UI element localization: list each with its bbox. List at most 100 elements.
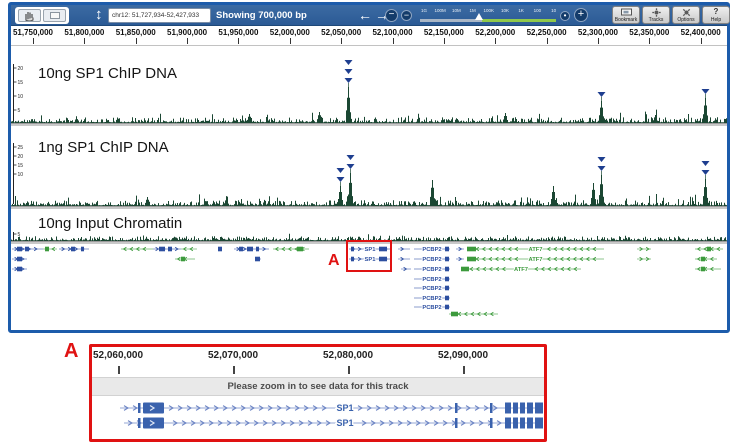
vertical-resize-icon[interactable]: ↕ (95, 6, 103, 23)
help-button[interactable]: ? Help (702, 6, 730, 24)
slider-thumb[interactable] (475, 13, 483, 20)
gene-glyph[interactable] (12, 266, 27, 272)
zoom-scale-label: 1K (518, 8, 524, 13)
select-tool-button[interactable] (43, 9, 66, 22)
track-signal-2[interactable]: 25 20 15 10 (11, 133, 727, 209)
gene-glyph-pcbp2[interactable]: PCBP2 (414, 266, 450, 274)
gene-glyph[interactable] (181, 246, 197, 252)
gene-glyph-sp1[interactable]: SP1 (349, 246, 391, 254)
svg-text:PCBP2: PCBP2 (422, 257, 441, 263)
coordinate-ruler[interactable]: 51,750,000 51,800,000 51,850,000 51,900,000… (11, 26, 727, 46)
track-y-axis: 20 15 10 5 (13, 64, 24, 121)
gene-glyph[interactable] (637, 246, 651, 252)
pan-left-arrow[interactable]: ← (358, 7, 372, 23)
gene-glyph-pcbp2[interactable]: PCBP2 (414, 246, 450, 254)
inset-gene-sp1: SP1 (124, 417, 543, 430)
zoom-scale-label: 1G (420, 8, 427, 13)
ruler-tick-label: 51,850,000 (115, 28, 156, 37)
svg-text:PCBP2: PCBP2 (422, 305, 441, 311)
peak-marker (344, 69, 353, 74)
hand-icon (25, 12, 34, 21)
gene-glyph-pcbp2[interactable]: PCBP2 (414, 304, 450, 312)
zoom-scale-label: 100K (483, 8, 495, 13)
ruler-tick-label: 52,050,000 (321, 28, 362, 37)
gene-glyph[interactable] (12, 246, 43, 252)
ruler-tick-label: 52,000,000 (269, 28, 310, 37)
gene-glyph-pcbp2[interactable]: PCBP2 (414, 295, 450, 303)
gene-glyph[interactable] (12, 256, 27, 262)
gene-glyph[interactable] (273, 246, 309, 252)
gene-glyph[interactable] (218, 246, 222, 252)
gene-glyph[interactable] (401, 266, 411, 272)
pan-tool-button[interactable] (18, 9, 41, 22)
gene-glyph-pcbp2[interactable]: PCBP2 (414, 276, 450, 284)
slider-track-active (482, 19, 556, 22)
track-y-axis: 25 20 15 10 (13, 143, 24, 204)
gene-glyph[interactable] (456, 246, 464, 252)
tracks-button[interactable]: Tracks (642, 6, 670, 24)
gene-glyph[interactable] (456, 256, 464, 262)
zoom-scale-label: 1M (469, 8, 476, 13)
help-icon: ? (713, 7, 719, 16)
gene-glyph[interactable] (695, 246, 723, 252)
ruler-tick-label: 52,350,000 (629, 28, 670, 37)
gene-glyph-sp1[interactable]: SP1 (349, 256, 391, 264)
roi-label: A (328, 252, 340, 269)
track-y-axis: 5 (13, 232, 21, 241)
gene-annotation-track[interactable]: SP1 PCBP2 ATF7 SP1 PCBP2 ATF7 PCBP2 ATF7 PCBP2 PC… (11, 245, 727, 329)
peak-marker (701, 89, 710, 94)
gene-glyph[interactable] (153, 246, 181, 252)
gene-glyph[interactable] (449, 311, 498, 317)
peak-marker (597, 157, 606, 162)
track-signal-1[interactable]: 20 15 10 5 (11, 48, 727, 126)
ruler-tick (135, 38, 137, 44)
ruler-tick (238, 38, 240, 44)
gene-glyph[interactable] (398, 246, 410, 252)
roi-highlight-box (346, 240, 392, 272)
svg-text:10: 10 (18, 94, 24, 100)
ruler-tick (546, 38, 548, 44)
gene-glyph[interactable] (695, 256, 717, 262)
track-label-1ng-sp1: 1ng SP1 ChIP DNA (38, 139, 169, 156)
inset-panel: 52,060,000 52,070,000 52,080,000 52,090,000… (89, 344, 547, 442)
gene-glyph-atf7[interactable]: ATF7 (467, 246, 604, 254)
gene-glyph[interactable] (121, 246, 153, 252)
gene-glyph[interactable] (398, 256, 410, 262)
svg-text:SP1: SP1 (365, 257, 377, 263)
zoom-in-button[interactable]: + (574, 8, 588, 22)
gene-glyph[interactable] (255, 256, 261, 262)
gene-glyph[interactable] (175, 256, 195, 262)
zoom-scale-label: 10K (500, 8, 509, 13)
gene-glyph[interactable] (43, 246, 57, 252)
gene-glyph-pcbp2[interactable]: PCBP2 (414, 285, 450, 293)
ruler-tick (597, 38, 599, 44)
svg-text:SP1: SP1 (336, 403, 353, 413)
bookmark-button[interactable]: Bookmark (612, 6, 640, 24)
zoom-out-button[interactable]: − (385, 9, 398, 22)
gene-glyph[interactable] (637, 256, 651, 262)
gene-glyph-pcbp2[interactable]: PCBP2 (414, 256, 450, 264)
inset-ruler-tick (118, 366, 120, 374)
zoom-slider[interactable]: 1G 100M 10M 1M 100K 10K 1K 100 10 (420, 6, 556, 25)
svg-text:25: 25 (18, 145, 24, 151)
svg-text:20: 20 (18, 154, 24, 160)
position-input[interactable] (108, 8, 211, 23)
svg-text:PCBP2: PCBP2 (422, 296, 441, 302)
svg-text:PCBP2: PCBP2 (422, 267, 441, 273)
ruler-tick (33, 38, 34, 44)
svg-text:20: 20 (18, 66, 24, 72)
gene-glyph[interactable] (695, 266, 721, 272)
ruler-tick (443, 38, 445, 44)
ruler-tick (289, 38, 291, 44)
zoom-in-small-button[interactable]: • (560, 11, 570, 21)
gene-glyph-atf7[interactable]: ATF7 (467, 256, 604, 264)
gene-glyph[interactable] (234, 246, 269, 252)
options-icon (682, 8, 691, 17)
gene-glyph-atf7[interactable]: ATF7 (461, 266, 581, 274)
zoom-out-small-button[interactable]: − (401, 10, 412, 21)
genome-browser-window: ↕ Showing 700,000 bp ← → − − 1G100M10M1M… (8, 2, 730, 333)
options-button[interactable]: Options (672, 6, 700, 24)
zoom-scale-label: 10 (551, 8, 557, 13)
ruler-tick-label: 52,300,000 (577, 28, 618, 37)
gene-glyph[interactable] (59, 246, 89, 252)
